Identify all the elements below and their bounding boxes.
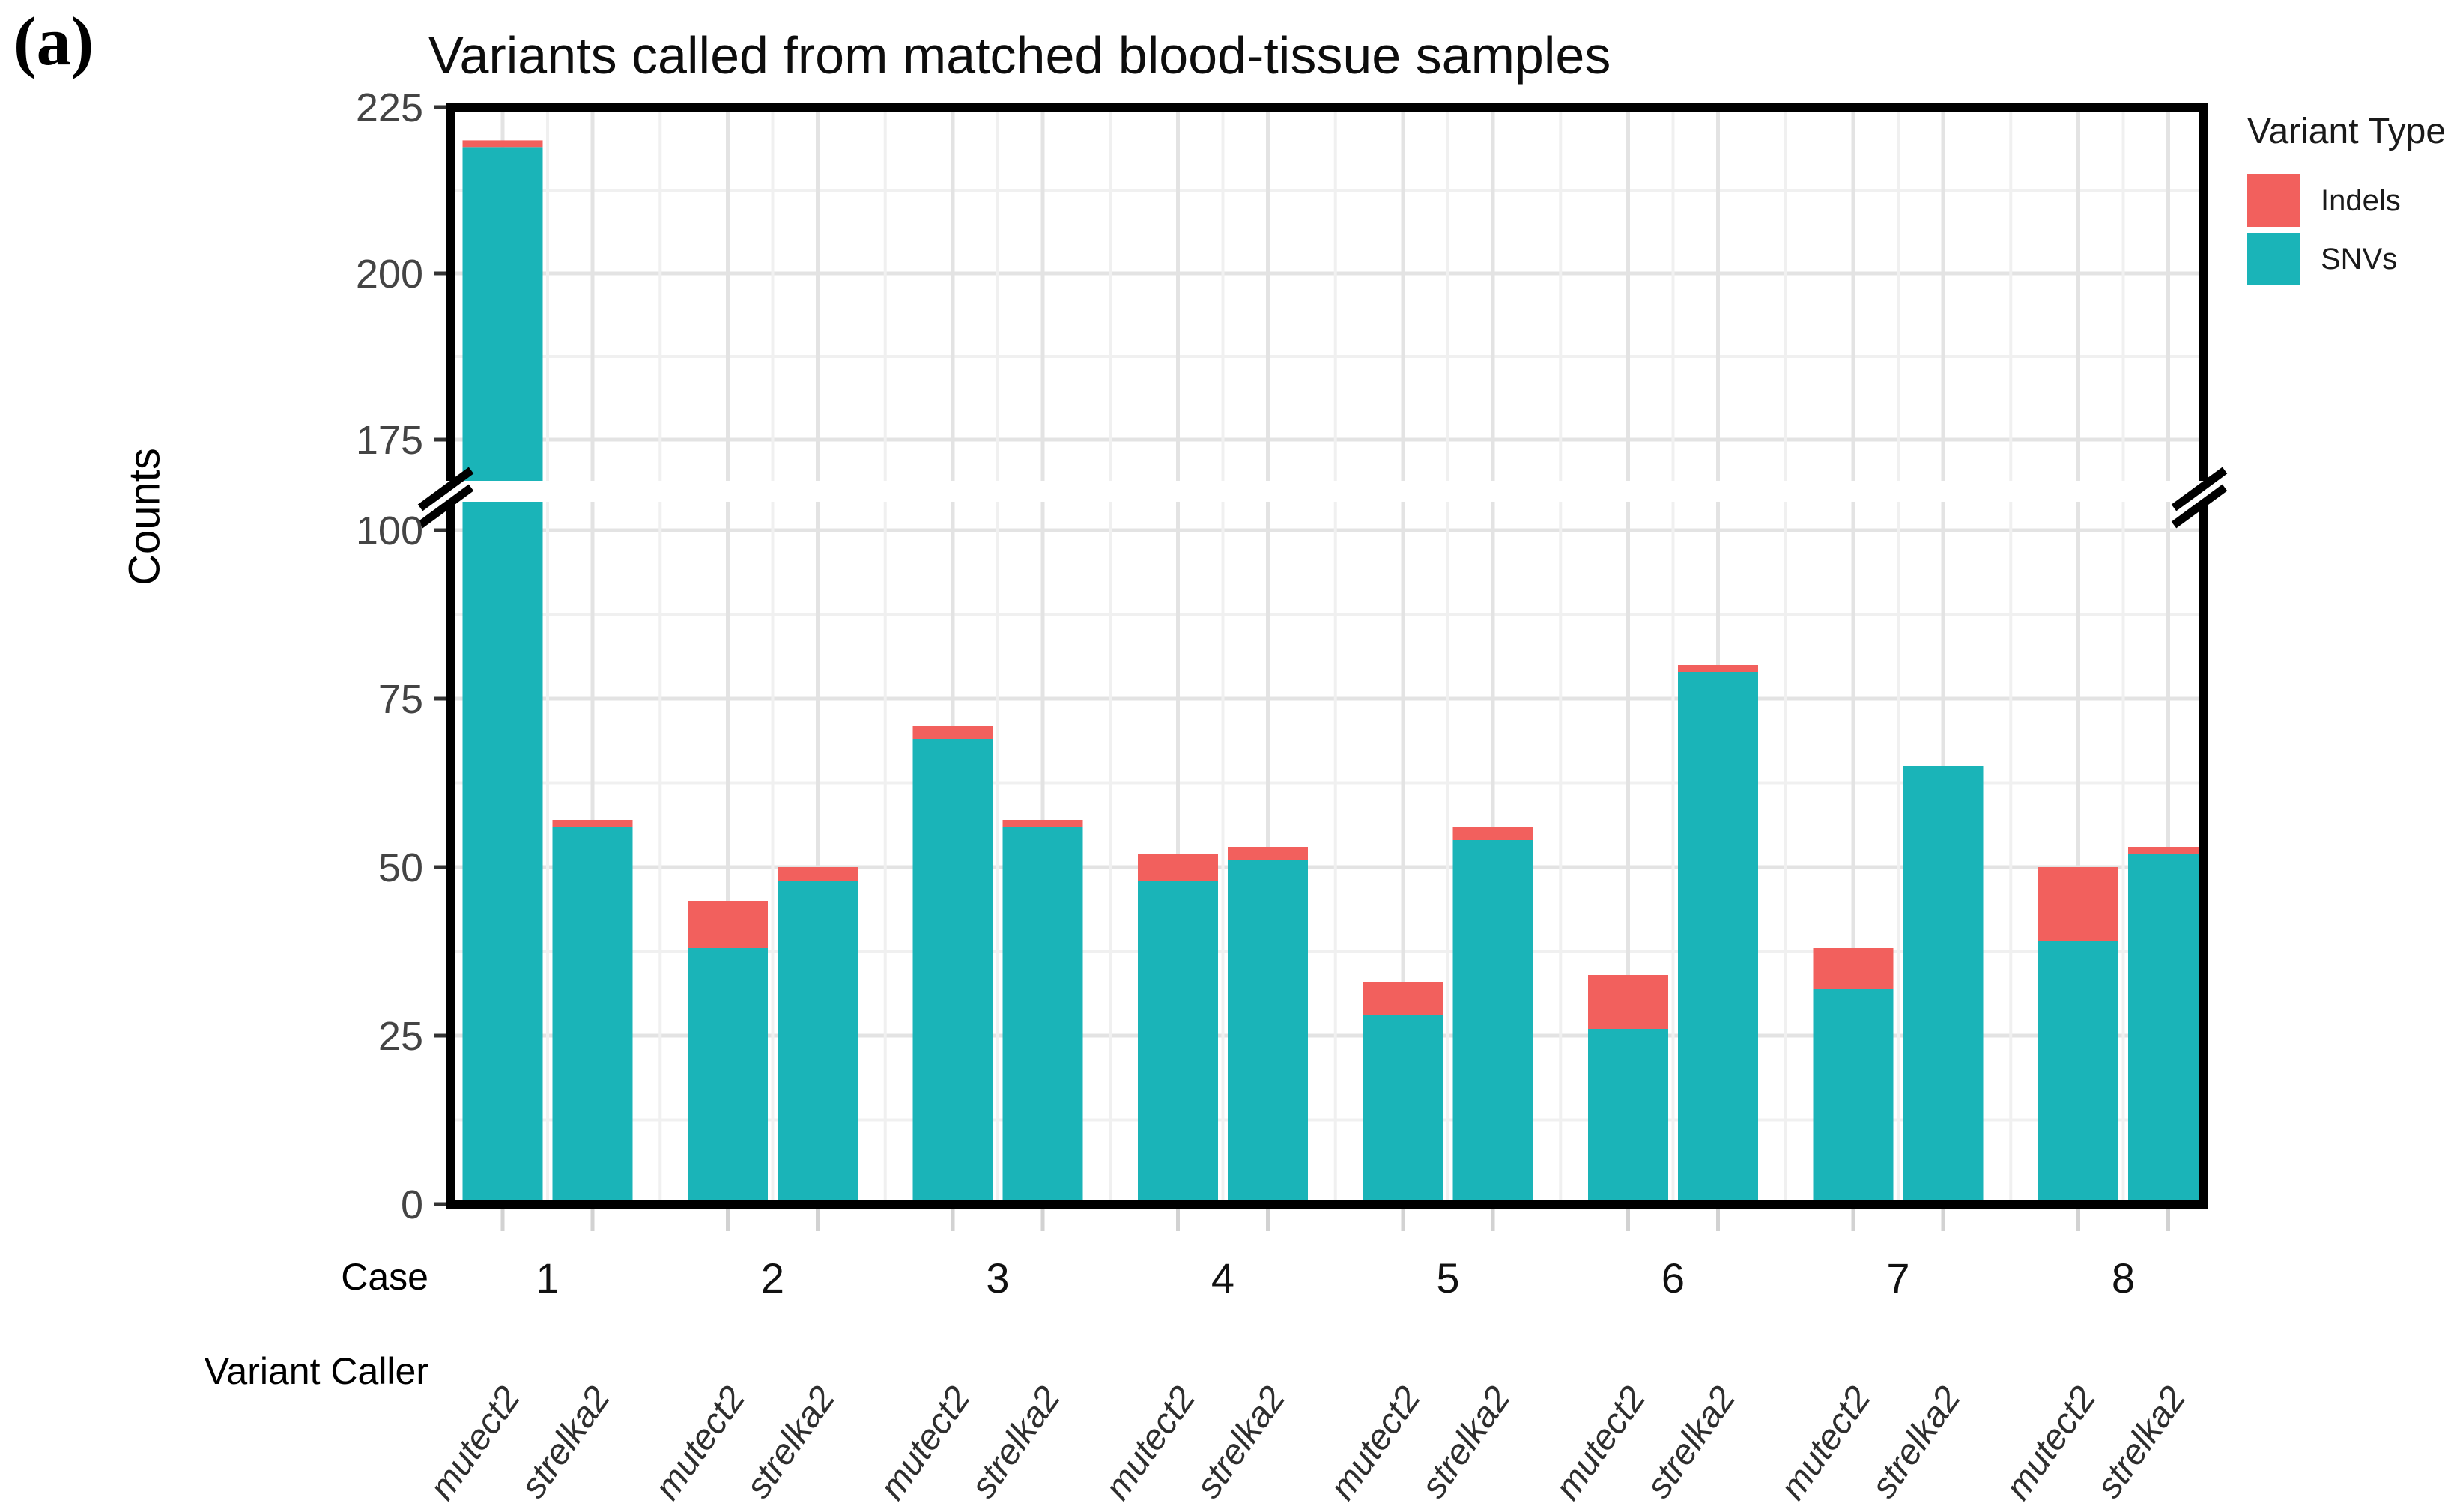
caller-tick-label: strelka2 [2089, 1379, 2194, 1505]
y-axis-ticks: 0 25 50 75 100 175 200 225 [356, 85, 446, 1227]
legend-item-indels: Indels [2246, 173, 2460, 228]
bar-indels-case3-strelka2 [1002, 820, 1083, 827]
bar-indels-case5-strelka2 [1452, 827, 1533, 840]
bars-layer [462, 140, 2199, 1200]
legend-item-snvs: SNVs [2246, 231, 2460, 287]
caller-tick-label: strelka2 [513, 1379, 618, 1505]
y-axis-title: Counts [120, 448, 169, 586]
bar-snvs-case8-strelka2 [2128, 854, 2199, 1200]
bar-indels-case2-strelka2 [778, 867, 858, 881]
y-tick-label: 25 [378, 1014, 423, 1059]
y-tick-label: 100 [356, 508, 423, 553]
panel-label: (a) [13, 3, 94, 79]
case-number-label: 3 [986, 1254, 1009, 1302]
x-axis-caller-label: Variant Caller [204, 1350, 428, 1392]
case-numbers: 1 2 3 4 5 6 7 8 [536, 1254, 2135, 1302]
bar-indels-case7-mutect2 [1813, 948, 1894, 989]
legend: Variant Type Indels SNVs [2246, 111, 2460, 291]
bar-snvs-case2-mutect2 [688, 948, 768, 1200]
y-tick-label: 225 [356, 85, 423, 130]
y-tick-label: 200 [356, 252, 423, 297]
bar-snvs-case7-mutect2 [1813, 989, 1894, 1200]
bar-indels-case5-mutect2 [1363, 982, 1443, 1015]
bar-indels-case3-mutect2 [912, 726, 993, 739]
panel-border [446, 103, 2208, 1209]
caller-tick-label: strelka2 [1414, 1379, 1518, 1505]
bar-snvs-case3-strelka2 [1002, 827, 1083, 1200]
axis-break-marks [417, 467, 2228, 529]
bar-snvs-case1-strelka2 [552, 827, 633, 1200]
case-number-label: 1 [536, 1254, 559, 1302]
bar-snvs-case2-strelka2 [778, 881, 858, 1200]
y-tick-label: 50 [378, 845, 423, 890]
caller-tick-label: mutect2 [873, 1379, 978, 1507]
x-axis-case-label: Case [341, 1256, 428, 1298]
axis-break-band [455, 481, 2199, 502]
caller-tick-label: strelka2 [963, 1379, 1068, 1505]
bar-snvs-lower-case1-mutect2 [462, 502, 543, 1200]
legend-title: Variant Type [2247, 112, 2447, 151]
case-number-label: 8 [2112, 1254, 2135, 1302]
bar-snvs-case7-strelka2 [1903, 766, 1984, 1200]
bar-snvs-case5-strelka2 [1452, 840, 1533, 1200]
case-number-label: 2 [761, 1254, 784, 1302]
y-tick-label: 0 [401, 1182, 423, 1227]
bar-snvs-case8-mutect2 [2038, 941, 2118, 1200]
caller-tick-label: mutect2 [1773, 1379, 1879, 1507]
caller-tick-label: strelka2 [1189, 1379, 1294, 1505]
case-number-label: 7 [1886, 1254, 1909, 1302]
caller-tick-label: mutect2 [1097, 1379, 1203, 1507]
bar-indels-case4-mutect2 [1138, 854, 1218, 881]
x-axis-ticks [500, 1209, 2170, 1231]
caller-tick-label: strelka2 [1864, 1379, 1969, 1505]
bar-indels-case4-strelka2 [1228, 847, 1308, 860]
bar-snvs-case4-mutect2 [1138, 881, 1218, 1200]
bar-indels-case8-mutect2 [2038, 867, 2118, 941]
bar-indels-case1-strelka2 [552, 820, 633, 827]
caller-tick-label: mutect2 [422, 1379, 528, 1507]
bar-snvs-case3-mutect2 [912, 739, 993, 1200]
caller-tick-label: mutect2 [1323, 1379, 1429, 1507]
bar-snvs-case4-strelka2 [1228, 860, 1308, 1200]
legend-item-label: SNVs [2321, 242, 2398, 276]
bar-snvs-upper-case1-mutect2 [462, 147, 543, 481]
case-number-label: 5 [1436, 1254, 1459, 1302]
bar-snvs-case6-strelka2 [1678, 672, 1758, 1200]
bar-indels-case6-mutect2 [1588, 975, 1668, 1029]
bar-indels-case8-strelka2 [2128, 847, 2199, 854]
bar-indels-case1-mutect2 [462, 140, 543, 148]
case-number-label: 4 [1211, 1254, 1234, 1302]
caller-tick-label: strelka2 [1639, 1379, 1744, 1505]
caller-tick-label: strelka2 [739, 1379, 843, 1505]
caller-tick-label: mutect2 [647, 1379, 753, 1507]
indels-color-swatch [2246, 173, 2301, 228]
bar-snvs-case6-mutect2 [1588, 1029, 1668, 1200]
case-number-label: 6 [1661, 1254, 1685, 1302]
legend-item-label: Indels [2321, 183, 2401, 217]
chart-title: Variants called from matched blood-tissu… [428, 26, 1611, 85]
y-tick-label: 75 [378, 677, 423, 722]
y-tick-label: 175 [356, 418, 423, 463]
bar-indels-case6-strelka2 [1678, 665, 1758, 672]
caller-tick-label: mutect2 [1998, 1379, 2103, 1507]
bar-snvs-case5-mutect2 [1363, 1015, 1443, 1200]
caller-tick-label: mutect2 [1548, 1379, 1653, 1507]
snvs-color-swatch [2246, 231, 2301, 287]
bar-indels-case2-mutect2 [688, 901, 768, 948]
